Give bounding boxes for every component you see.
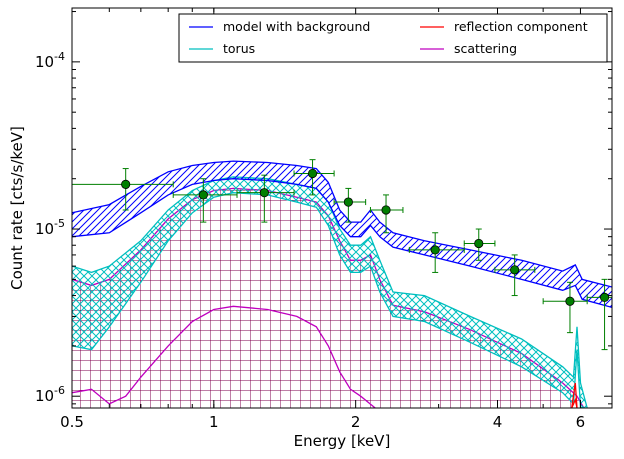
series-reflection-component	[571, 382, 578, 408]
data-point	[369, 194, 404, 234]
series-model-with-background-lower	[72, 178, 612, 309]
x-tick-label: 2	[351, 413, 361, 431]
data-marker	[381, 205, 391, 215]
data-points	[72, 159, 612, 351]
data-point	[586, 278, 612, 351]
data-marker	[307, 168, 318, 179]
data-point	[293, 159, 335, 196]
data-point	[494, 254, 536, 297]
data-point	[72, 168, 174, 211]
axes: 0.5 1 2 4 6 10-6 10-5 10-4	[35, 8, 613, 431]
series-reflection-component-lower	[571, 397, 578, 408]
legend-label: torus	[223, 41, 255, 56]
legend-entry-torus: torus	[189, 41, 255, 56]
legend-label: reflection component	[454, 19, 588, 34]
legend-label: scattering	[454, 41, 517, 56]
legend: model with background torus reflection com…	[178, 13, 608, 63]
series-torus-lower	[72, 192, 584, 408]
series-model-with-background	[72, 160, 612, 309]
data-marker	[430, 245, 440, 255]
data-marker	[198, 190, 208, 200]
y-tick-label: 10-5	[35, 217, 65, 238]
data-point	[333, 187, 367, 223]
series-scattering-middle	[72, 305, 376, 408]
x-axis-label: Energy [keV]	[294, 432, 391, 450]
legend-entry-reflection-component: reflection component	[420, 19, 588, 34]
data-marker	[259, 188, 269, 198]
legend-box	[178, 13, 608, 63]
data-marker	[474, 238, 484, 249]
data-marker	[565, 296, 575, 306]
plot-area	[72, 160, 612, 408]
series-scattering-band	[72, 188, 612, 408]
data-marker	[121, 179, 131, 189]
data-marker	[343, 197, 353, 207]
plot-frame	[71, 7, 613, 409]
legend-entry-scattering: scattering	[420, 41, 517, 56]
series-torus-upper	[72, 176, 588, 408]
series-model-with-background-upper	[72, 160, 612, 288]
data-point	[408, 232, 465, 273]
legend-label: model with background	[223, 19, 370, 34]
series-torus-band	[72, 176, 588, 408]
x-tick-label: 1	[209, 413, 219, 431]
x-tick-label: 4	[493, 413, 503, 431]
series-torus	[72, 176, 588, 408]
y-tick-label: 10-4	[35, 50, 65, 71]
y-axis-label: Count rate [cts/s/keV]	[8, 126, 26, 290]
data-point	[463, 228, 496, 261]
data-marker	[510, 265, 520, 275]
data-marker	[599, 292, 610, 302]
y-tick-label: 10-6	[35, 384, 65, 405]
series-reflection-component-upper	[571, 382, 578, 408]
x-tick-label: 0.5	[60, 413, 84, 431]
legend-entry-model-with-background: model with background	[189, 19, 370, 34]
x-tick-label: 6	[576, 413, 586, 431]
data-point	[236, 174, 295, 223]
